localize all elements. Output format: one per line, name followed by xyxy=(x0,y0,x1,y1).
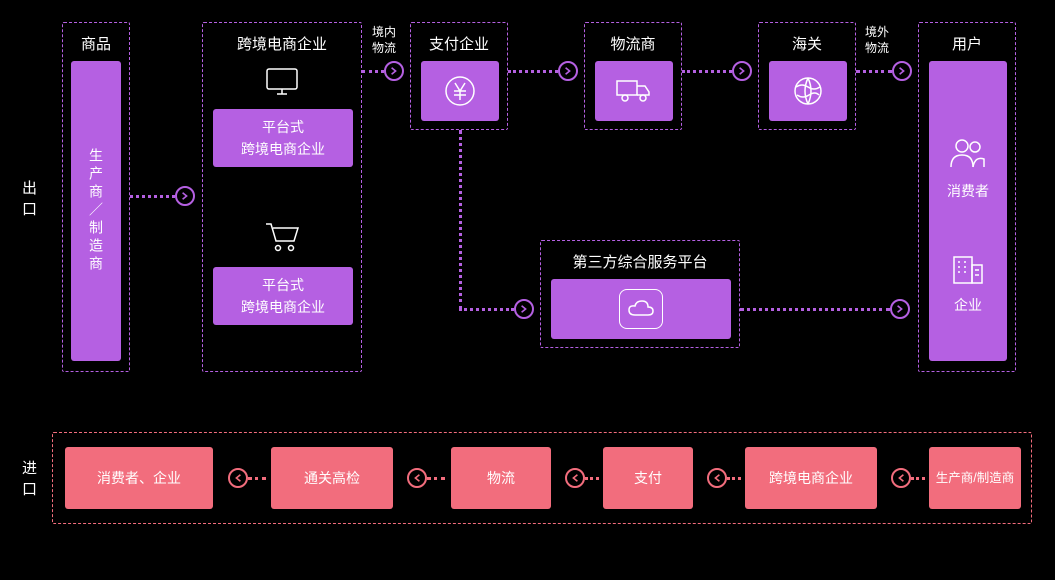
globe-icon xyxy=(792,75,824,107)
arrow-left-icon xyxy=(228,468,248,488)
goods-content-text: 生产商／制造商 xyxy=(86,148,106,274)
import-b5-text: 跨境电商企业 xyxy=(769,467,853,489)
goods-box: 商品 生产商／制造商 xyxy=(62,22,130,372)
import-b2: 通关高检 xyxy=(271,447,393,509)
arrow-right-icon xyxy=(892,61,912,81)
import-b2-text: 通关高检 xyxy=(304,467,360,489)
overseas-logistics-label: 境外 物流 xyxy=(862,25,892,56)
import-section-label: 进口 xyxy=(18,460,39,502)
users-sub2-text: 企业 xyxy=(954,295,982,315)
import-b1-text: 消费者、企业 xyxy=(97,467,181,489)
customs-iconbox xyxy=(769,61,847,121)
goods-title: 商品 xyxy=(63,33,129,54)
arrow-line xyxy=(248,477,266,480)
arrow-line xyxy=(130,195,175,198)
ecommerce-sub2: 平台式 跨境电商企业 xyxy=(213,267,353,325)
import-b4: 支付 xyxy=(603,447,693,509)
truck-icon xyxy=(615,78,653,104)
thirdparty-box: 第三方综合服务平台 xyxy=(540,240,740,348)
arrow-line xyxy=(911,477,925,480)
arrow-line xyxy=(727,477,741,480)
cloud-icon xyxy=(619,289,663,329)
import-b6: 生产商/制造商 xyxy=(929,447,1021,509)
arrow-line-v xyxy=(459,130,462,310)
arrow-left-icon xyxy=(707,468,727,488)
arrow-line xyxy=(856,70,892,73)
import-b1: 消费者、企业 xyxy=(65,447,213,509)
ecommerce-sub1-text: 平台式 跨境电商企业 xyxy=(241,116,325,161)
export-section-label: 出口 xyxy=(18,180,39,222)
arrow-right-icon xyxy=(732,61,752,81)
arrow-right-icon xyxy=(514,299,534,319)
logistics-box: 物流商 xyxy=(584,22,682,130)
import-box: 消费者、企业 通关高检 物流 支付 跨境电商企业 生产商/制造商 xyxy=(52,432,1032,524)
payment-title: 支付企业 xyxy=(411,33,507,54)
arrow-right-icon xyxy=(890,299,910,319)
import-b5: 跨境电商企业 xyxy=(745,447,877,509)
logistics-iconbox xyxy=(595,61,673,121)
arrow-line xyxy=(740,308,890,311)
ecommerce-sub1: 平台式 跨境电商企业 xyxy=(213,109,353,167)
arrow-right-icon xyxy=(558,61,578,81)
customs-box: 海关 xyxy=(758,22,856,130)
payment-box: 支付企业 xyxy=(410,22,508,130)
arrow-left-icon xyxy=(407,468,427,488)
users-box: 用户 消费者 企业 xyxy=(918,22,1016,372)
import-b4-text: 支付 xyxy=(634,467,662,489)
ecommerce-sub2-text: 平台式 跨境电商企业 xyxy=(241,274,325,319)
yen-icon xyxy=(443,74,477,108)
arrow-line xyxy=(427,477,445,480)
thirdparty-title: 第三方综合服务平台 xyxy=(541,251,739,272)
arrow-left-icon xyxy=(891,468,911,488)
arrow-line xyxy=(682,70,732,73)
arrow-right-icon xyxy=(175,186,195,206)
import-b3: 物流 xyxy=(451,447,551,509)
goods-content-box: 生产商／制造商 xyxy=(71,61,121,361)
users-sub1-text: 消费者 xyxy=(947,181,989,201)
arrow-line xyxy=(459,308,514,311)
arrow-right-icon xyxy=(384,61,404,81)
ecommerce-title: 跨境电商企业 xyxy=(203,33,361,54)
payment-iconbox xyxy=(421,61,499,121)
arrow-line xyxy=(585,477,599,480)
import-b3-text: 物流 xyxy=(487,467,515,489)
building-icon xyxy=(950,251,986,285)
monitor-icon xyxy=(203,67,361,97)
users-title: 用户 xyxy=(919,33,1015,54)
users-content: 消费者 企业 xyxy=(929,61,1007,361)
people-icon xyxy=(948,137,988,171)
thirdparty-iconbox xyxy=(551,279,731,339)
customs-title: 海关 xyxy=(759,33,855,54)
arrow-left-icon xyxy=(565,468,585,488)
arrow-line xyxy=(508,70,558,73)
domestic-logistics-label: 境内 物流 xyxy=(369,25,399,56)
logistics-title: 物流商 xyxy=(585,33,681,54)
arrow-line xyxy=(362,70,384,73)
import-b6-text: 生产商/制造商 xyxy=(936,468,1014,488)
cart-icon xyxy=(203,221,361,253)
ecommerce-box: 跨境电商企业 平台式 跨境电商企业 平台式 跨境电商企业 xyxy=(202,22,362,372)
